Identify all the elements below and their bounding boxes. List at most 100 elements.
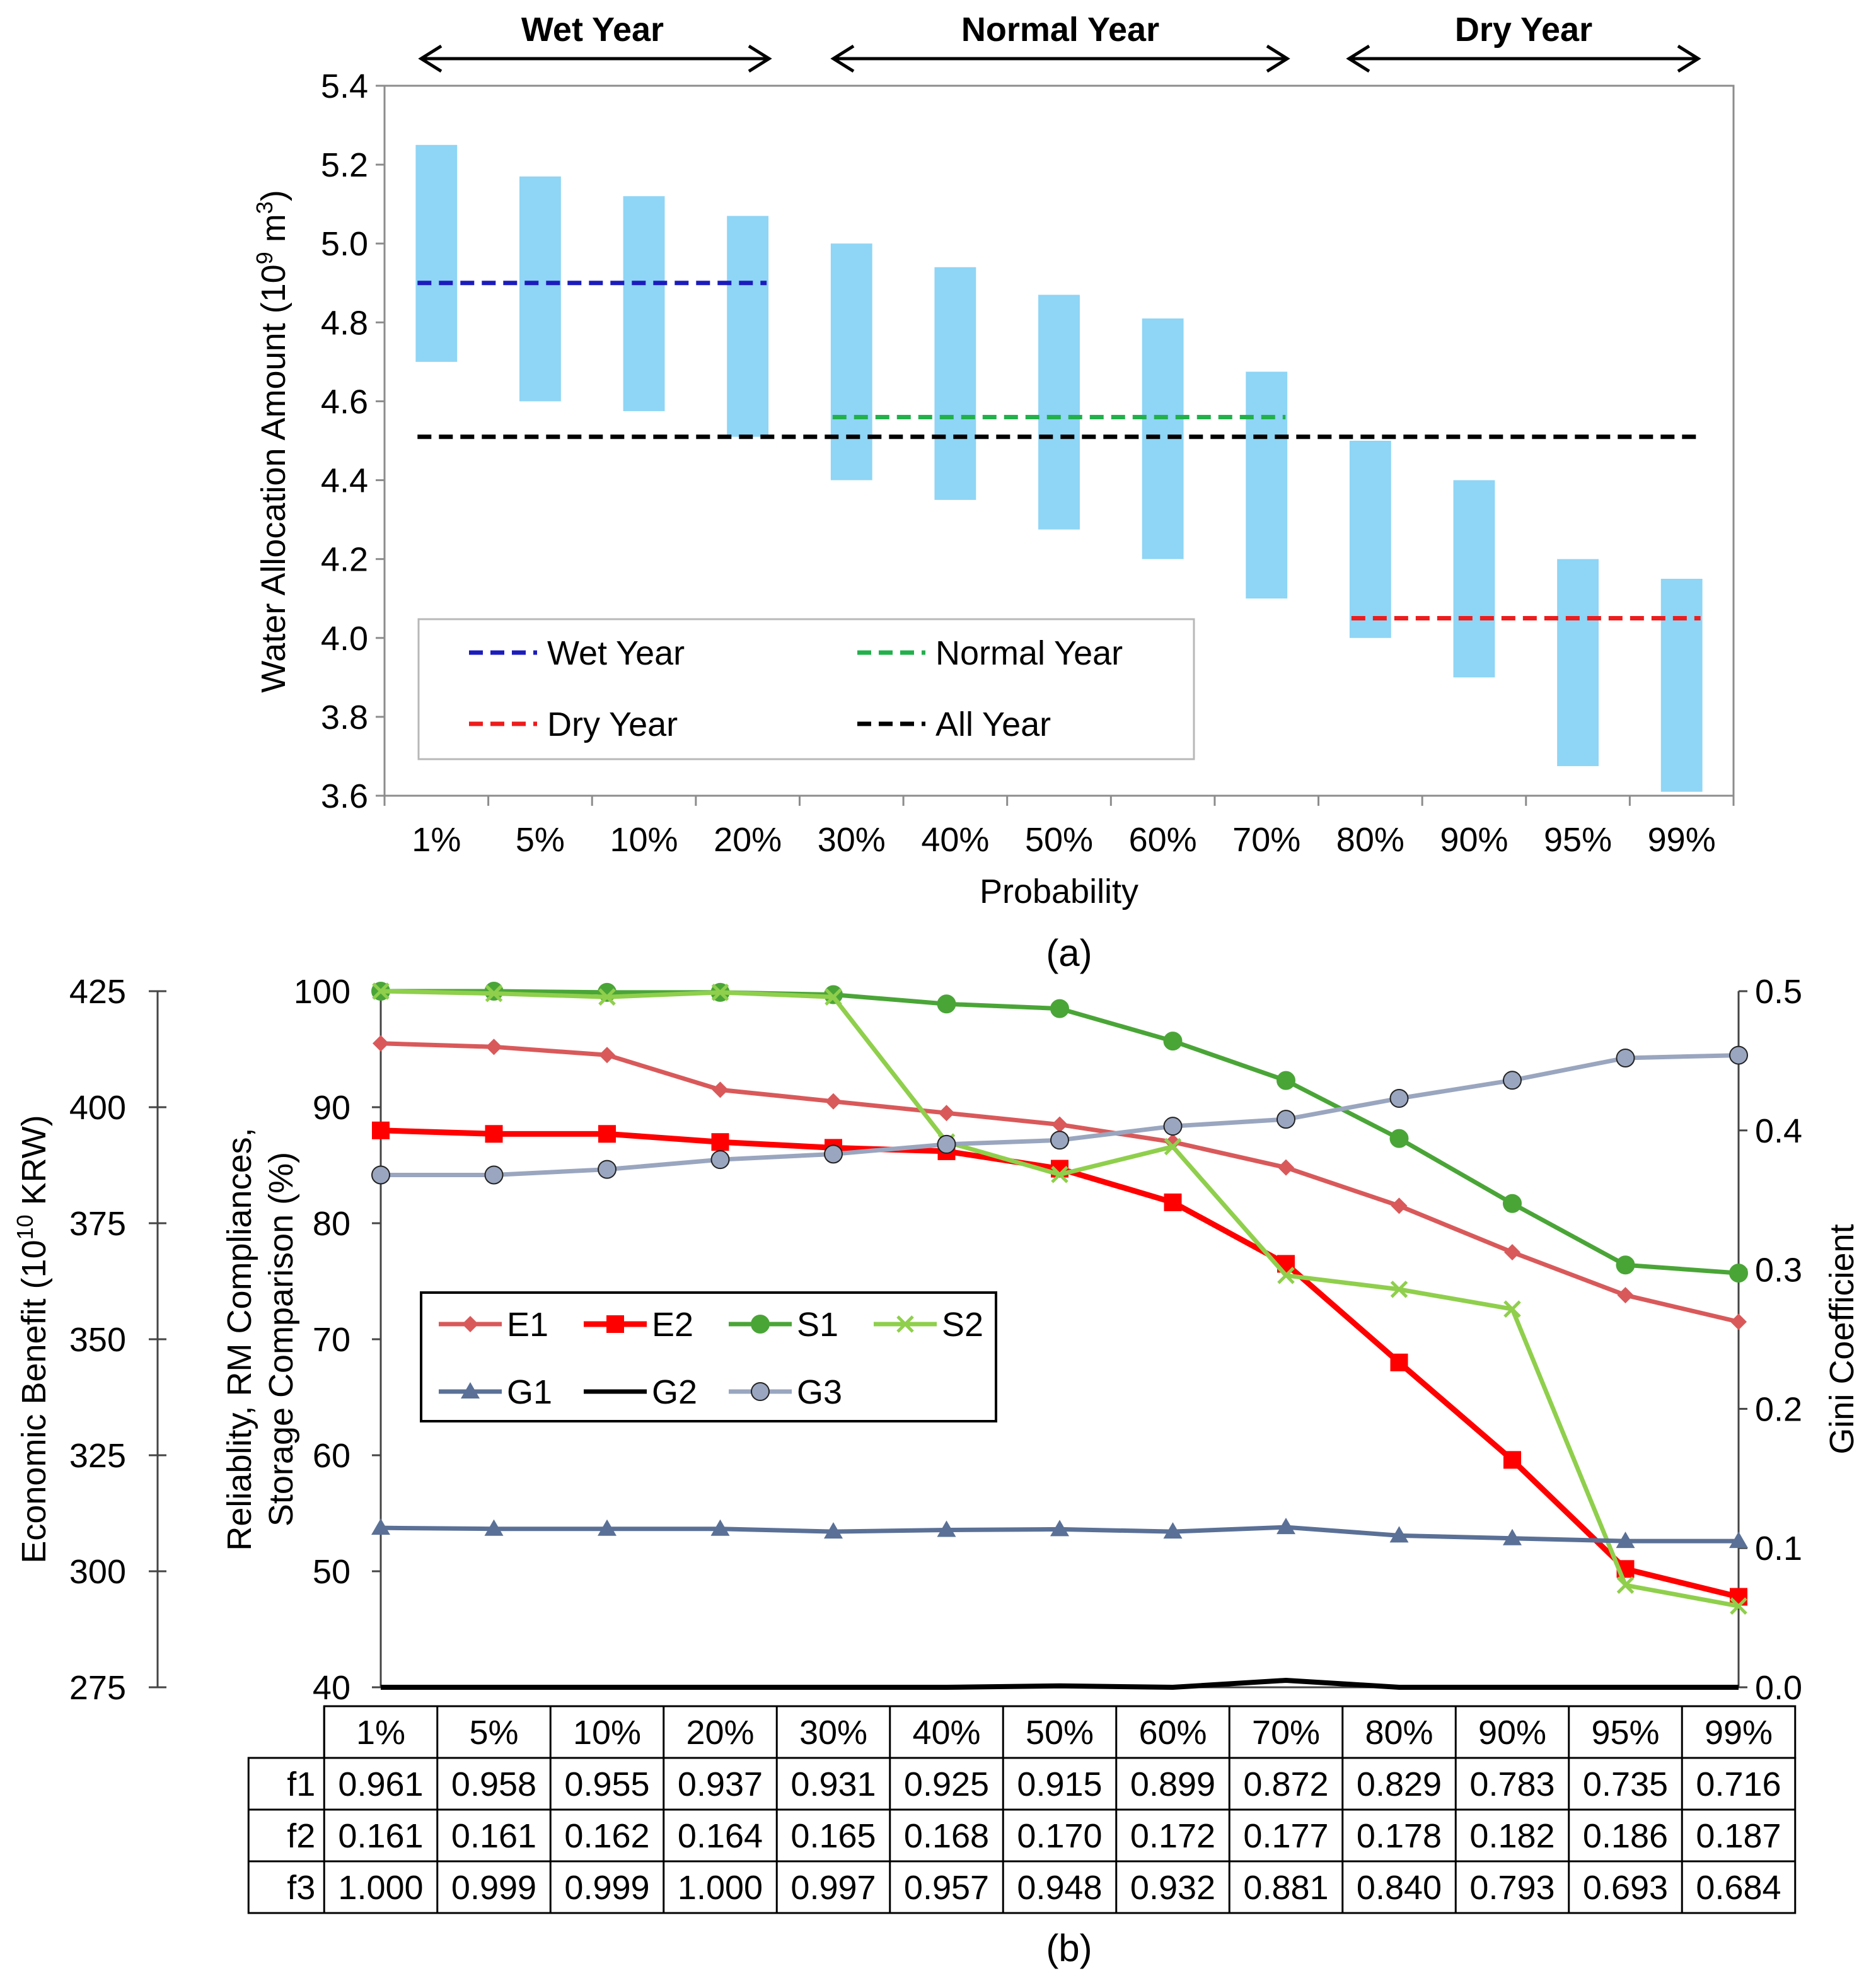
point-e2 bbox=[1730, 1588, 1747, 1606]
table-cell: 0.937 bbox=[678, 1765, 763, 1803]
table-cell: 1.000 bbox=[678, 1869, 763, 1907]
point-s2 bbox=[825, 988, 842, 1006]
economic-tick-label: 300 bbox=[69, 1553, 126, 1591]
legend-label-s2: S2 bbox=[942, 1306, 983, 1344]
table-cell: 0.957 bbox=[904, 1869, 989, 1907]
table-cell: 0.999 bbox=[564, 1869, 649, 1907]
table-header-cell: 80% bbox=[1365, 1714, 1433, 1752]
table-row-label: f1 bbox=[287, 1765, 315, 1803]
table-cell: 0.961 bbox=[338, 1765, 423, 1803]
table-cell: 0.783 bbox=[1469, 1765, 1555, 1803]
table-cell: 0.684 bbox=[1696, 1869, 1781, 1907]
point-s1 bbox=[1503, 1194, 1522, 1213]
table-cell: 0.164 bbox=[678, 1817, 763, 1855]
range-bar bbox=[1246, 371, 1288, 599]
table-cell: 0.955 bbox=[564, 1765, 649, 1803]
legend-marker-g3 bbox=[751, 1382, 770, 1401]
table-cell: 0.161 bbox=[338, 1817, 423, 1855]
percent-tick-label: 100 bbox=[294, 973, 350, 1011]
x-tick-label-a: 80% bbox=[1336, 821, 1404, 859]
table-cell: 0.997 bbox=[790, 1869, 876, 1907]
x-tick-label-a: 40% bbox=[921, 821, 989, 859]
table-cell: 0.931 bbox=[790, 1765, 876, 1803]
point-e1 bbox=[599, 1047, 615, 1064]
point-e1 bbox=[1617, 1287, 1634, 1304]
table-cell: 0.915 bbox=[1017, 1765, 1102, 1803]
point-g1 bbox=[824, 1522, 843, 1539]
x-tick-label-a: 60% bbox=[1129, 821, 1197, 859]
range-bar bbox=[1038, 294, 1080, 530]
x-tick-label-a: 95% bbox=[1544, 821, 1612, 859]
table-header-cell: 5% bbox=[469, 1714, 518, 1752]
legend-label-e2: E2 bbox=[652, 1306, 693, 1344]
percent-tick-label: 60 bbox=[313, 1437, 350, 1475]
x-tick-label-a: 10% bbox=[610, 821, 678, 859]
point-g1 bbox=[710, 1519, 730, 1536]
range-bar bbox=[727, 216, 769, 437]
point-g1 bbox=[598, 1519, 617, 1536]
range-bar bbox=[934, 267, 976, 500]
range-bar bbox=[1453, 480, 1495, 678]
point-e2 bbox=[1164, 1193, 1182, 1211]
point-e1 bbox=[938, 1105, 955, 1122]
y-tick-label-a: 4.2 bbox=[321, 541, 368, 579]
legend-label-normal-year: Normal Year bbox=[935, 634, 1123, 672]
point-s2 bbox=[598, 988, 616, 1006]
table-body bbox=[247, 1757, 1797, 1914]
table-cell: 0.999 bbox=[451, 1869, 536, 1907]
range-bar bbox=[519, 176, 561, 402]
range-bar bbox=[1349, 441, 1391, 638]
gini-tick-label: 0.5 bbox=[1755, 973, 1802, 1011]
legend-label-g2: G2 bbox=[652, 1373, 697, 1411]
point-s2 bbox=[485, 984, 503, 1003]
point-s2 bbox=[1277, 1267, 1295, 1284]
reference-lines bbox=[417, 281, 1701, 620]
table-row-label: f2 bbox=[287, 1817, 315, 1855]
economic-tick-label: 400 bbox=[69, 1089, 126, 1127]
table-header-cell: 30% bbox=[799, 1714, 867, 1752]
point-e1 bbox=[825, 1093, 842, 1110]
legend-label-g3: G3 bbox=[797, 1373, 842, 1411]
table-cell: 0.693 bbox=[1583, 1869, 1668, 1907]
gini-axis: 0.0 0.1 0.2 0.3 0.4 0.5 bbox=[1739, 973, 1802, 1707]
y-tick-label-a: 5.0 bbox=[321, 225, 368, 263]
point-g3 bbox=[1389, 1089, 1409, 1108]
point-g1 bbox=[1729, 1532, 1748, 1549]
y-tick-label-a: 3.8 bbox=[321, 699, 368, 736]
table-cell: 0.829 bbox=[1357, 1765, 1442, 1803]
point-g3 bbox=[937, 1134, 956, 1154]
point-s1 bbox=[1277, 1071, 1295, 1090]
point-g1 bbox=[1503, 1528, 1522, 1545]
point-g3 bbox=[1163, 1117, 1183, 1136]
table-cell: 0.170 bbox=[1017, 1817, 1102, 1855]
point-g3 bbox=[484, 1165, 504, 1185]
range-bar bbox=[830, 243, 872, 480]
era-label-wet-year: Wet Year bbox=[521, 11, 664, 49]
percent-tick-label: 40 bbox=[313, 1669, 350, 1707]
point-e1 bbox=[1504, 1244, 1520, 1260]
table-cell: 0.872 bbox=[1243, 1765, 1328, 1803]
x-tick-label-a: 30% bbox=[818, 821, 886, 859]
economic-tick-label: 350 bbox=[69, 1321, 126, 1359]
legend-marker-g1 bbox=[461, 1382, 480, 1399]
legend-marker-e2 bbox=[606, 1315, 624, 1333]
point-s2 bbox=[1730, 1597, 1747, 1615]
table-cell: 0.187 bbox=[1696, 1817, 1781, 1855]
era-label-normal-year: Normal Year bbox=[961, 11, 1159, 49]
economic-axis-title: Economic Benefit (1010 KRW) bbox=[12, 1115, 54, 1563]
point-e2 bbox=[1503, 1451, 1521, 1469]
percent-tick-label: 70 bbox=[313, 1321, 350, 1359]
y-axis-title-a: Water Allocation Amount (109 m3) bbox=[252, 190, 293, 692]
table-cell: 0.162 bbox=[564, 1817, 649, 1855]
panel-caption-a: (a) bbox=[1046, 932, 1092, 974]
y-tick-label-a: 5.4 bbox=[321, 67, 368, 105]
era-arrows bbox=[418, 44, 1701, 73]
point-g3 bbox=[824, 1144, 843, 1164]
point-g3 bbox=[1729, 1045, 1748, 1065]
economic-tick-label: 425 bbox=[69, 973, 126, 1011]
series-line-g3 bbox=[381, 1053, 1739, 1177]
legend-marker-s1 bbox=[751, 1315, 770, 1334]
point-s2 bbox=[711, 984, 729, 1001]
table-cell: 0.165 bbox=[790, 1817, 876, 1855]
table-header-cell: 40% bbox=[912, 1714, 980, 1752]
